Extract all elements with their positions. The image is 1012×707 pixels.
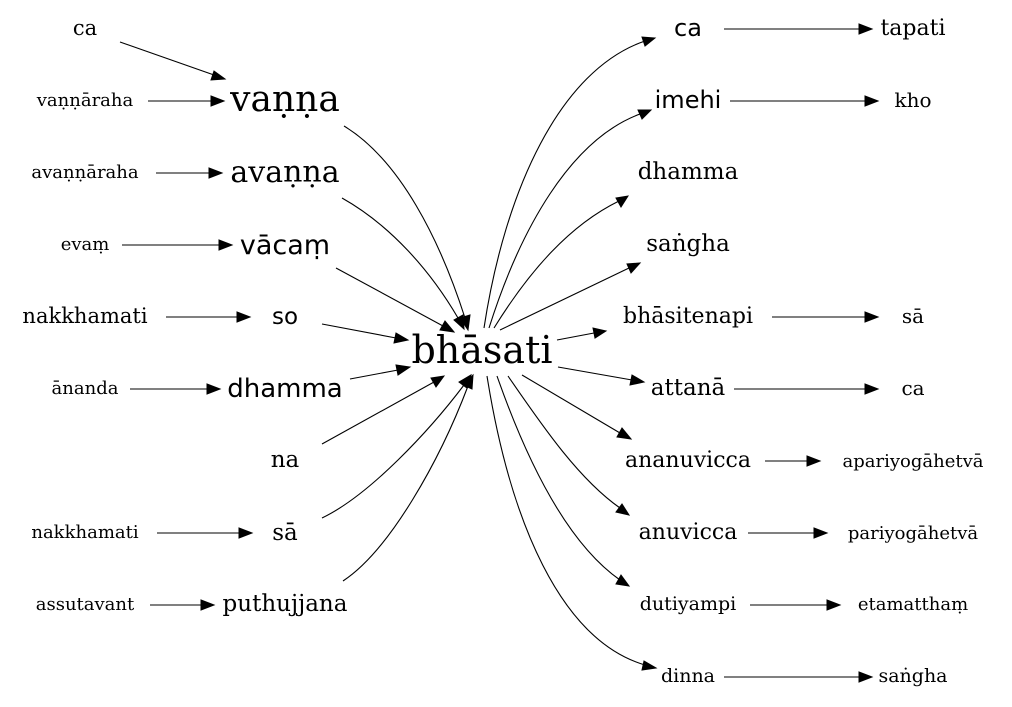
node-left-source-1: vaṇṇāraha	[36, 90, 134, 111]
arrowhead	[806, 455, 822, 467]
node-right-mid-7: anuvicca	[639, 520, 738, 545]
edge-bhasati-dinna	[486, 375, 646, 666]
edge-vanna-bhasati	[343, 125, 466, 319]
edge-ca-vanna	[119, 41, 215, 76]
arrowhead	[864, 311, 880, 323]
arrowhead	[592, 327, 608, 339]
node-left-source-3: evaṃ	[61, 234, 110, 255]
edge-bhasati-attana	[557, 366, 633, 381]
node-left-mid-8: puthujjana	[223, 591, 348, 617]
arrowhead	[637, 109, 653, 120]
node-left-mid-3: vācaṃ	[240, 230, 330, 261]
arrowhead	[210, 70, 227, 81]
node-right-end-4: sā	[902, 304, 924, 328]
node-left-mid-2: avaṇṇa	[230, 155, 339, 190]
arrowhead	[641, 660, 658, 671]
node-left-source-0: ca	[73, 16, 97, 40]
edge-bhasati-sangha	[499, 267, 630, 331]
edge-puthujjana-bhasati	[342, 385, 469, 582]
node-right-mid-6: ananuvicca	[625, 448, 751, 473]
node-left-source-2: avaṇṇāraha	[31, 162, 138, 183]
arrowhead	[208, 167, 224, 179]
node-right-mid-4: bhāsitenapi	[623, 304, 753, 329]
arrowhead	[858, 671, 874, 683]
arrowhead	[615, 503, 631, 516]
arrowhead	[864, 95, 880, 107]
node-left-source-7: nakkhamati	[31, 522, 138, 543]
edge-avanna-bhasati	[341, 197, 459, 319]
arrowhead	[858, 23, 874, 35]
node-right-mid-3: saṅgha	[646, 231, 730, 257]
edges	[119, 23, 880, 683]
node-right-mid-1: imehi	[655, 86, 722, 114]
node-left-source-5: ānanda	[52, 378, 119, 399]
node-left-mid-0: vaṇṇa	[229, 79, 340, 120]
arrowhead	[615, 195, 630, 208]
node-labels: bhāsati ca vaṇṇāraha avaṇṇāraha evaṃ nak…	[22, 14, 983, 687]
arrowhead	[218, 239, 234, 251]
arrowhead	[616, 427, 633, 440]
node-left-mid-6: na	[271, 447, 300, 473]
node-left-mid-5: dhamma	[227, 374, 343, 404]
arrowhead	[430, 375, 446, 388]
node-left-mid-7: sā	[272, 520, 298, 546]
arrowhead	[453, 314, 465, 331]
edge-bhasati-dhamma-r	[493, 200, 620, 329]
node-right-mid-9: dinna	[661, 665, 715, 687]
arrowhead	[813, 527, 829, 539]
node-right-end-0: tapati	[880, 16, 945, 41]
node-right-end-8: etamatthaṃ	[858, 594, 968, 615]
node-right-mid-8: dutiyampi	[640, 593, 736, 615]
arrowhead	[641, 36, 657, 47]
edge-so-bhasati	[321, 323, 397, 339]
node-right-mid-5: attanā	[651, 375, 726, 401]
node-right-end-1: kho	[894, 88, 931, 112]
node-center: bhāsati	[411, 328, 552, 372]
arrowhead	[236, 311, 252, 323]
arrowhead	[826, 599, 842, 611]
arrowhead	[210, 95, 226, 107]
arrowhead	[615, 574, 631, 587]
arrowhead	[629, 374, 646, 386]
edge-bhasati-bhasitenapi	[556, 332, 595, 341]
node-right-end-9: saṅgha	[878, 665, 947, 687]
node-right-mid-2: dhamma	[638, 159, 739, 185]
node-left-mid-4: so	[272, 304, 298, 330]
edge-na-bhasati	[321, 381, 435, 445]
edge-sa-bhasati	[321, 384, 465, 519]
node-left-source-8: assutavant	[36, 594, 135, 615]
edge-vacam-bhasati	[335, 267, 444, 327]
arrowhead	[395, 364, 412, 376]
edge-bhasati-imehi	[488, 113, 641, 329]
edge-bhasati-ananuvicca	[521, 374, 621, 434]
arrowhead	[393, 332, 410, 344]
edge-bhasati-anuvicca	[507, 375, 621, 509]
arrowhead	[626, 262, 642, 274]
arrowhead	[864, 383, 880, 395]
node-right-end-6: apariyogāhetvā	[843, 451, 984, 472]
arrowhead	[206, 383, 222, 395]
arrowhead	[238, 527, 254, 539]
node-right-mid-0: ca	[674, 14, 702, 42]
arrowhead	[439, 320, 456, 333]
edge-dhamma-bhasati	[349, 369, 399, 380]
edge-bhasati-dutiyampi	[496, 375, 621, 581]
edge-bhasati-ca	[483, 40, 646, 329]
arrowhead	[200, 599, 216, 611]
node-right-end-5: ca	[901, 376, 924, 400]
node-left-source-4: nakkhamati	[22, 304, 147, 328]
node-right-end-7: pariyogāhetvā	[848, 523, 979, 544]
arrowhead	[462, 373, 474, 390]
